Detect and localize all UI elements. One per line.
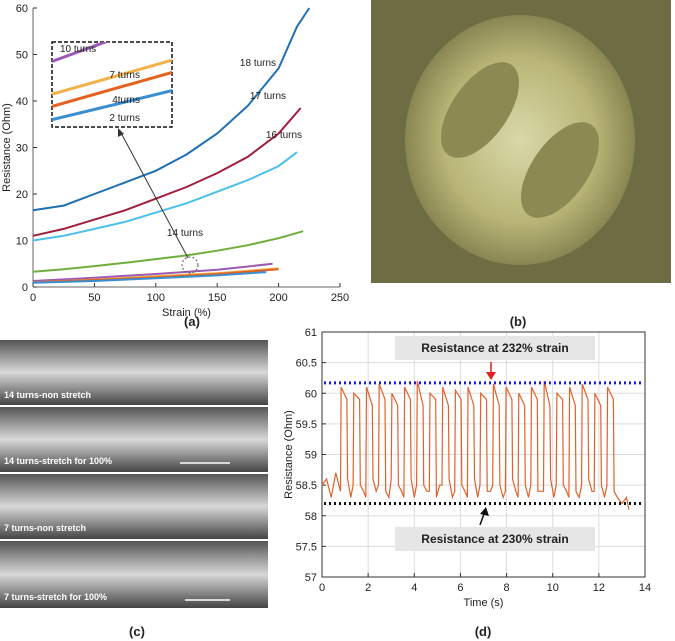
x-tick-label: 6 xyxy=(457,582,463,594)
annotation: Resistance at 232% strain xyxy=(421,341,568,355)
y-axis-label: Resistance (Ohm) xyxy=(1,103,13,192)
x-axis-label: Strain (%) xyxy=(162,307,211,319)
photo-caption: 14 turns-stretch for 100% xyxy=(4,456,112,466)
series-label: 18 turns xyxy=(240,58,276,69)
zoom-arrow-head xyxy=(118,128,124,137)
y-tick-label: 57.5 xyxy=(296,541,317,553)
photo-c: 14 turns-non stretch 14 turns-stretch fo… xyxy=(0,340,268,608)
x-tick-label: 250 xyxy=(331,292,349,304)
x-tick-label: 10 xyxy=(547,582,559,594)
series-line xyxy=(32,151,298,242)
series-line xyxy=(32,271,267,284)
x-tick-label: 50 xyxy=(88,292,100,304)
series-label: 16 turns xyxy=(266,130,302,141)
annotation: Resistance at 230% strain xyxy=(421,532,568,546)
y-axis-label: Resistance (Ohm) xyxy=(283,410,295,499)
series-label: 4turns xyxy=(112,95,140,106)
panel-label: (a) xyxy=(184,314,200,329)
annotation-box xyxy=(395,336,595,360)
x-tick-label: 0 xyxy=(319,582,325,594)
y-tick-label: 57 xyxy=(305,572,317,584)
series-line xyxy=(32,107,302,237)
inset xyxy=(51,41,173,128)
y-tick-label: 59.5 xyxy=(296,419,317,431)
series-line xyxy=(32,230,304,273)
y-tick-label: 0 xyxy=(22,282,28,294)
panel-label: (d) xyxy=(475,624,492,639)
y-tick-label: 30 xyxy=(16,143,28,155)
zoom-arrow xyxy=(119,130,189,259)
x-tick-label: 2 xyxy=(365,582,371,594)
annotation-arrow-head xyxy=(486,372,496,380)
annotation-arrow-head xyxy=(480,507,489,516)
y-tick-label: 58.5 xyxy=(296,480,317,492)
series-label: 2 turns xyxy=(109,113,140,124)
x-tick-label: 200 xyxy=(269,292,287,304)
series-label: 14 turns xyxy=(167,228,203,239)
photo-b xyxy=(371,0,671,283)
annotation-arrow xyxy=(479,513,485,526)
series-line xyxy=(321,380,630,510)
y-tick-label: 50 xyxy=(16,50,28,62)
y-tick-label: 40 xyxy=(16,96,28,108)
x-tick-label: 100 xyxy=(147,292,165,304)
zoom-marker xyxy=(181,256,199,274)
annotation-box xyxy=(395,527,595,551)
photo-caption: 14 turns-non stretch xyxy=(4,390,91,400)
y-tick-label: 59 xyxy=(305,450,317,462)
x-tick-label: 4 xyxy=(411,582,417,594)
y-tick-label: 60.5 xyxy=(296,358,317,370)
series-label: 10 turns xyxy=(60,44,96,55)
y-tick-label: 20 xyxy=(16,189,28,201)
series-line xyxy=(32,7,311,212)
photo-caption: 7 turns-non stretch xyxy=(4,523,86,533)
x-tick-label: 14 xyxy=(639,582,651,594)
series-label: 7 turns xyxy=(109,70,140,81)
y-tick-label: 60 xyxy=(16,3,28,15)
y-tick-label: 58 xyxy=(305,511,317,523)
y-tick-label: 60 xyxy=(305,388,317,400)
x-tick-label: 8 xyxy=(504,582,510,594)
photo-caption: 7 turns-stretch for 100% xyxy=(4,592,107,602)
x-tick-label: 0 xyxy=(30,292,36,304)
y-tick-label: 61 xyxy=(305,327,317,339)
panel-label: (c) xyxy=(129,624,145,639)
panel-label: (b) xyxy=(510,314,527,329)
series-label: 17 turns xyxy=(250,91,286,102)
y-tick-label: 10 xyxy=(16,236,28,248)
series-line xyxy=(32,262,273,282)
x-tick-label: 12 xyxy=(593,582,605,594)
plot-frame xyxy=(321,331,646,578)
x-axis-label: Time (s) xyxy=(464,597,504,609)
x-tick-label: 150 xyxy=(208,292,226,304)
